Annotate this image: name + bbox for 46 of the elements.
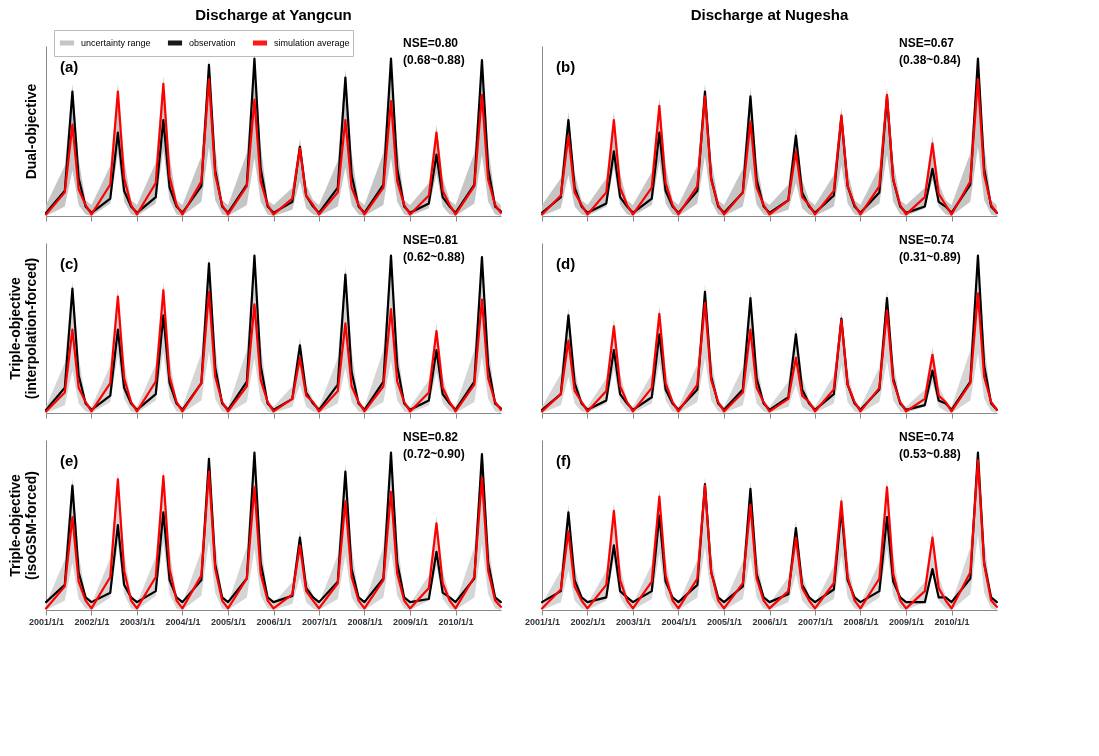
annotation: (0.72~0.90) [403,447,465,461]
x-tick-label: 2010/1/1 [438,616,474,627]
chart-title: Discharge at Nugesha [690,6,849,23]
text: NSE=0.80 [403,36,459,50]
x-tick-label: 2002/1/1 [74,616,110,627]
annotation: (0.31~0.89) [899,250,961,264]
x-tick-label: 2005/1/1 [707,616,743,627]
y-axis-title: Dual-objective [22,83,39,180]
annotation: (d) [556,255,576,272]
legend-label: uncertainty range [81,38,151,48]
y-axis-title: Triple-objective (interpolation-forced) [6,257,39,400]
chart-title: Discharge at Yangcun [195,6,352,23]
x-tick-label: 2009/1/1 [393,616,429,627]
text: NSE=0.67 [899,36,955,50]
text: NSE=0.82 [403,430,459,444]
text: NSE=0.81 [403,233,459,247]
annotation: (a) [60,58,79,75]
text: NSE=0.74 [899,233,955,247]
x-tick-label: 2008/1/1 [347,616,383,627]
x-tick-label: 2004/1/1 [165,616,201,627]
x-tick-label: 2007/1/1 [301,616,337,627]
x-tick-label: 2008/1/1 [843,616,879,627]
x-tick-label: 2001/1/1 [28,616,65,627]
annotation: (0.62~0.88) [403,250,465,264]
x-tick-label: 2007/1/1 [797,616,833,627]
x-tick-label: 2010/1/1 [934,616,970,627]
legend-label: observation [189,38,236,48]
x-tick-label: 2004/1/1 [661,616,697,627]
annotation: (0.53~0.88) [899,447,961,461]
annotation: (e) [60,452,79,469]
legend-label: simulation average [274,38,350,48]
x-tick-label: 2003/1/1 [119,616,155,627]
x-tick-label: 2005/1/1 [211,616,247,627]
text: NSE=0.74 [899,430,955,444]
x-tick-label: 2003/1/1 [615,616,651,627]
y-axis-title: Triple-objective (isoGSM-forced) [6,471,39,580]
annotation: (0.38~0.84) [899,53,961,67]
x-tick-label: 2001/1/1 [524,616,561,627]
annotation: (f) [556,452,571,469]
annotation: (0.68~0.88) [403,53,465,67]
x-tick-label: 2009/1/1 [889,616,925,627]
annotation: (c) [60,255,79,272]
x-tick-label: 2006/1/1 [256,616,292,627]
annotation: (b) [556,58,576,75]
x-tick-label: 2006/1/1 [752,616,788,627]
x-tick-label: 2002/1/1 [570,616,606,627]
